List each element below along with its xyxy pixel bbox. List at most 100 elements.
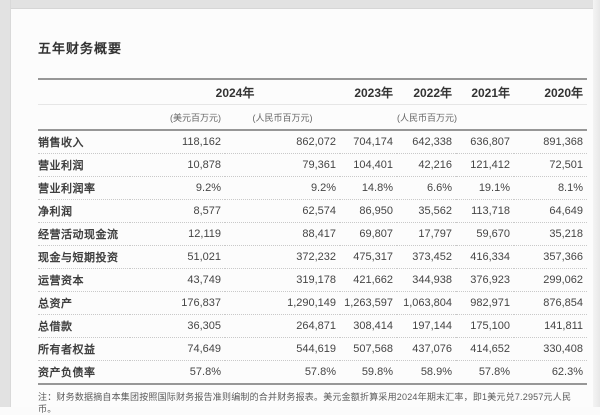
cell-value: 12,119 bbox=[130, 222, 225, 246]
footnote: 注：财务数据摘自本集团按照国际财务报告准则编制的合并财务报表。美元金额折算采用2… bbox=[38, 392, 572, 414]
year-header-2022: 2022年 bbox=[397, 79, 457, 105]
year-header-row: 2024年 2023年 2022年 2021年 2020年 bbox=[38, 79, 588, 105]
row-label: 净利润 bbox=[38, 199, 130, 223]
cell-value: 86,950 bbox=[340, 199, 398, 223]
cell-value: 344,938 bbox=[397, 268, 457, 292]
cell-value: 308,414 bbox=[340, 314, 398, 338]
cell-value: 59.8% bbox=[340, 360, 398, 385]
cell-value: 88,417 bbox=[225, 222, 341, 246]
table-body: 销售收入 118,162 862,072 704,174 642,338 636,807 8… bbox=[38, 130, 588, 385]
table-row: 经营活动现金流 12,119 88,417 69,807 17,797 59,670 35,… bbox=[38, 222, 588, 246]
row-label: 资产负债率 bbox=[38, 360, 130, 385]
row-label: 经营活动现金流 bbox=[38, 222, 130, 246]
year-header-2024: 2024年 bbox=[130, 79, 341, 105]
cell-value: 416,334 bbox=[456, 245, 515, 269]
cell-value: 8,577 bbox=[130, 199, 225, 223]
cell-value: 74,649 bbox=[130, 337, 225, 361]
cell-value: 62.3% bbox=[514, 360, 588, 385]
unit-rmb-millions-2024: (人民币百万元) bbox=[225, 104, 341, 131]
cell-value: 544,619 bbox=[225, 337, 341, 361]
cell-value: 414,652 bbox=[456, 337, 515, 361]
cell-value: 8.1% bbox=[514, 176, 588, 200]
cell-value: 58.9% bbox=[397, 360, 457, 385]
cell-value: 64,649 bbox=[514, 199, 588, 223]
year-header-2023: 2023年 bbox=[340, 79, 398, 105]
cell-value: 10,878 bbox=[130, 153, 225, 177]
unit-header-row: (美元百万元) (人民币百万元) (人民币百万元) bbox=[38, 104, 588, 131]
cell-value: 6.6% bbox=[397, 176, 457, 200]
cell-value: 876,854 bbox=[514, 291, 588, 315]
row-label: 总借款 bbox=[38, 314, 130, 338]
cell-value: 104,401 bbox=[340, 153, 398, 177]
row-label: 总资产 bbox=[38, 291, 130, 315]
cell-value: 69,807 bbox=[340, 222, 398, 246]
cell-value: 376,923 bbox=[456, 268, 515, 292]
cell-value: 704,174 bbox=[340, 130, 398, 154]
year-header-2021: 2021年 bbox=[456, 79, 515, 105]
row-label: 营业利润 bbox=[38, 153, 130, 177]
cell-value: 141,811 bbox=[514, 314, 588, 338]
cell-value: 57.8% bbox=[456, 360, 515, 385]
table-row: 现金与短期投资 51,021 372,232 475,317 373,452 416,33… bbox=[38, 245, 588, 269]
cell-value: 19.1% bbox=[456, 176, 515, 200]
financial-summary-table: 2024年 2023年 2022年 2021年 2020年 (美元百万元) (人… bbox=[38, 78, 588, 385]
document-content: 五年财务概要 2024年 2023年 2022年 2021年 2020年 (美元… bbox=[11, 9, 593, 414]
header-spacer bbox=[38, 79, 130, 105]
cell-value: 35,218 bbox=[514, 222, 588, 246]
row-label: 所有者权益 bbox=[38, 337, 130, 361]
cell-value: 862,072 bbox=[225, 130, 341, 154]
cell-value: 57.8% bbox=[225, 360, 341, 385]
cell-value: 9.2% bbox=[225, 176, 341, 200]
unit-rmb-millions-prior-years: (人民币百万元) bbox=[340, 104, 515, 131]
cell-value: 437,076 bbox=[397, 337, 457, 361]
cell-value: 197,144 bbox=[397, 314, 457, 338]
table-row: 运营资本 43,749 319,178 421,662 344,938 376,923 29… bbox=[38, 268, 588, 292]
cell-value: 357,366 bbox=[514, 245, 588, 269]
cell-value: 319,178 bbox=[225, 268, 341, 292]
cell-value: 1,290,149 bbox=[225, 291, 341, 315]
cell-value: 42,216 bbox=[397, 153, 457, 177]
cell-value: 507,568 bbox=[340, 337, 398, 361]
cell-value: 113,718 bbox=[456, 199, 515, 223]
cell-value: 421,662 bbox=[340, 268, 398, 292]
cell-value: 330,408 bbox=[514, 337, 588, 361]
cell-value: 36,305 bbox=[130, 314, 225, 338]
cell-value: 14.8% bbox=[340, 176, 398, 200]
cell-value: 373,452 bbox=[397, 245, 457, 269]
cell-value: 299,062 bbox=[514, 268, 588, 292]
cell-value: 9.2% bbox=[130, 176, 225, 200]
row-label: 营业利润率 bbox=[38, 176, 130, 200]
cell-value: 636,807 bbox=[456, 130, 515, 154]
table-row: 营业利润 10,878 79,361 104,401 42,216 121,412 72,5… bbox=[38, 153, 588, 177]
table-row: 所有者权益 74,649 544,619 507,568 437,076 414,652 3… bbox=[38, 337, 588, 361]
cell-value: 264,871 bbox=[225, 314, 341, 338]
cell-value: 372,232 bbox=[225, 245, 341, 269]
cell-value: 51,021 bbox=[130, 245, 225, 269]
table-row: 销售收入 118,162 862,072 704,174 642,338 636,807 8… bbox=[38, 130, 588, 154]
cell-value: 1,063,804 bbox=[397, 291, 457, 315]
row-label: 运营资本 bbox=[38, 268, 130, 292]
table-row: 资产负债率 57.8% 57.8% 59.8% 58.9% 57.8% 62.3% bbox=[38, 360, 588, 385]
cell-value: 1,263,597 bbox=[340, 291, 398, 315]
unit-spacer bbox=[38, 104, 130, 131]
unit-usd-millions: (美元百万元) bbox=[130, 104, 225, 131]
page-edge-right bbox=[593, 0, 600, 407]
row-label: 销售收入 bbox=[38, 130, 130, 154]
cell-value: 59,670 bbox=[456, 222, 515, 246]
cell-value: 891,368 bbox=[514, 130, 588, 154]
table-row: 营业利润率 9.2% 9.2% 14.8% 6.6% 19.1% 8.1% bbox=[38, 176, 588, 200]
table-row: 净利润 8,577 62,574 86,950 35,562 113,718 64,649 bbox=[38, 199, 588, 223]
cell-value: 175,100 bbox=[456, 314, 515, 338]
table-row: 总资产 176,837 1,290,149 1,263,597 1,063,804 982… bbox=[38, 291, 588, 315]
unit-spacer-right bbox=[514, 104, 588, 131]
year-header-2020: 2020年 bbox=[514, 79, 588, 105]
row-label: 现金与短期投资 bbox=[38, 245, 130, 269]
page-edge-left bbox=[0, 0, 11, 407]
cell-value: 642,338 bbox=[397, 130, 457, 154]
page-title: 五年财务概要 bbox=[38, 41, 123, 56]
cell-value: 57.8% bbox=[130, 360, 225, 385]
cell-value: 72,501 bbox=[514, 153, 588, 177]
cell-value: 118,162 bbox=[130, 130, 225, 154]
cell-value: 121,412 bbox=[456, 153, 515, 177]
page-edge-top bbox=[0, 0, 600, 9]
